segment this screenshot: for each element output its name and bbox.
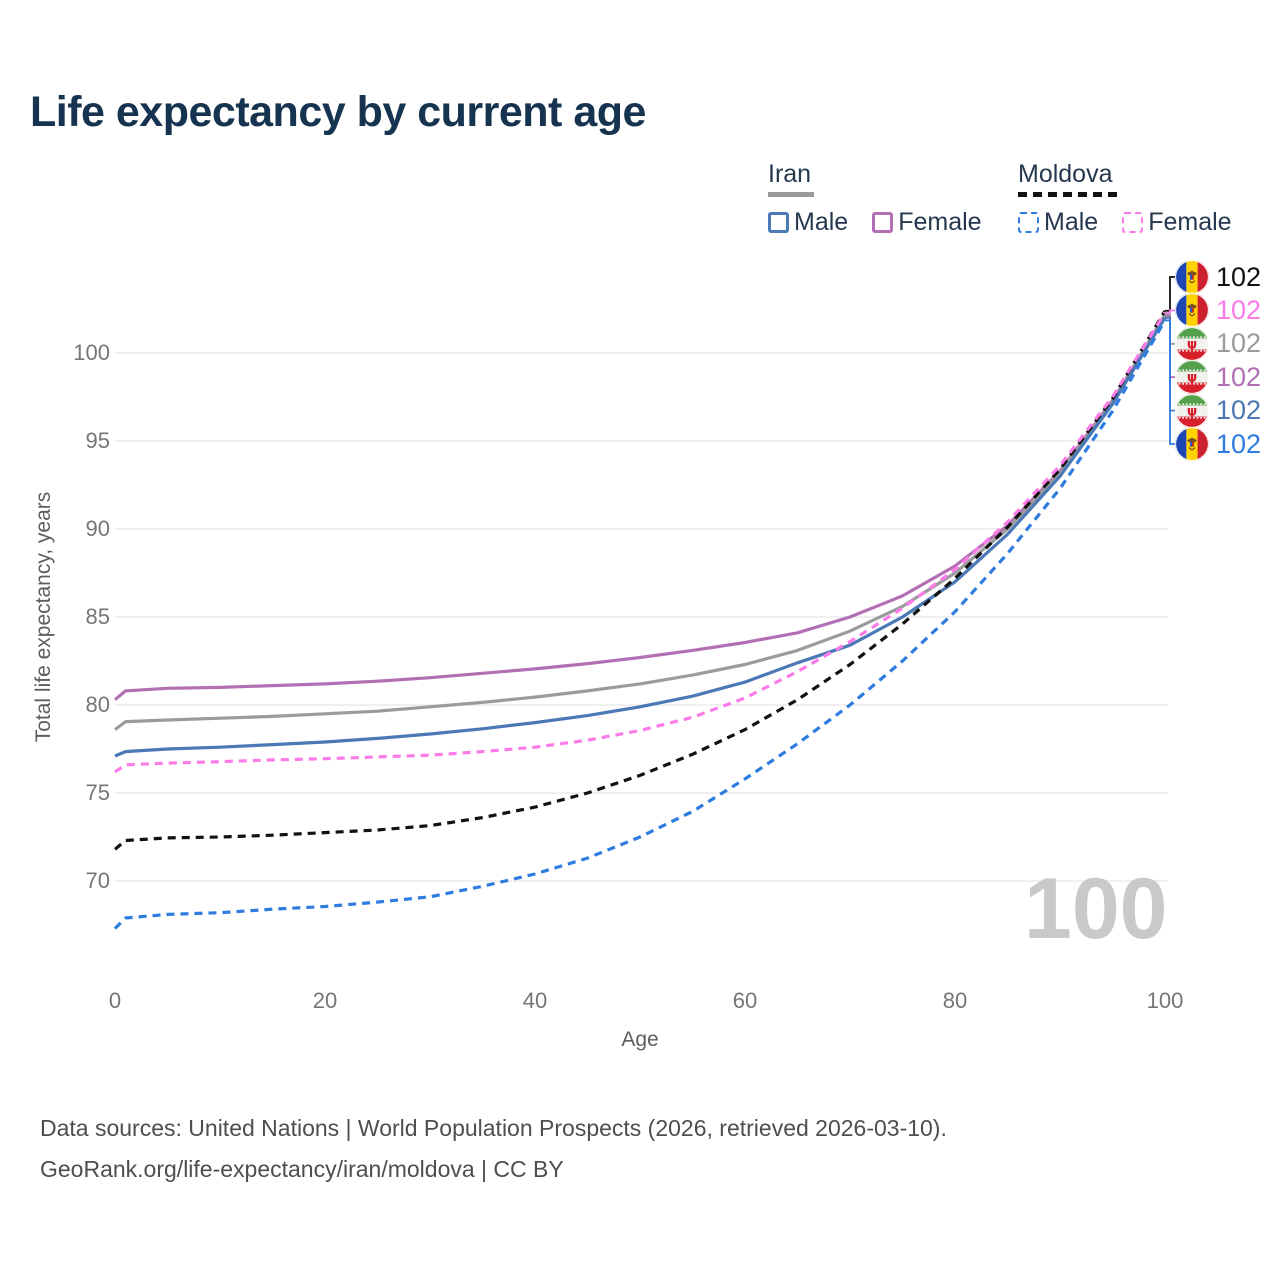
series-line-iran_female [113, 315, 1167, 701]
y-tick-label: 100 [73, 340, 110, 365]
moldova-flag-icon [1175, 293, 1209, 328]
iran-line-style-sample [768, 192, 814, 197]
end-value: 102 [1216, 261, 1262, 292]
end-label-iran_both: ψ 102 [1175, 326, 1262, 361]
moldova-flag-icon [1175, 260, 1209, 294]
end-label-moldova_male: 102 [1175, 427, 1261, 461]
y-tick-label: 85 [85, 604, 110, 629]
series-line-moldova_male [113, 319, 1167, 930]
end-value: 102 [1216, 294, 1262, 325]
series-line-iran_both [114, 313, 1167, 731]
svg-text:ψ: ψ [1187, 337, 1197, 352]
svg-text:ψ: ψ [1187, 404, 1197, 419]
end-value: 102 [1216, 328, 1262, 359]
iran-male-swatch-icon [768, 212, 789, 233]
age-counter-watermark: 100 [1024, 861, 1168, 957]
series-line-moldova_both [113, 309, 1167, 851]
x-tick-label: 20 [312, 988, 338, 1013]
legend-item-moldova-male[interactable]: Male [1018, 208, 1098, 237]
end-value: 102 [1216, 428, 1262, 459]
end-label-moldova_both: 102 [1175, 260, 1261, 294]
moldova-female-swatch-icon [1122, 212, 1144, 233]
y-tick-label: 75 [85, 780, 110, 805]
legend-country-moldova: Moldova [1018, 160, 1113, 188]
y-tick-label: 90 [85, 516, 110, 541]
y-tick-label: 95 [85, 428, 110, 453]
iran-female-swatch-icon [872, 212, 894, 233]
legend-item-iran-female[interactable]: Female [872, 208, 982, 237]
legend-label: Male [1044, 208, 1099, 236]
leader-line [1165, 309, 1176, 314]
legend-label: Female [898, 208, 982, 236]
iran-flag-icon: ψ [1175, 393, 1209, 428]
moldova-flag-icon [1175, 427, 1209, 461]
legend-label: Female [1148, 208, 1232, 236]
page-title: Life expectancy by current age [30, 88, 646, 136]
series-line-moldova_female [114, 311, 1167, 774]
series-line-iran_male [114, 316, 1167, 758]
footer-line-2: GeoRank.org/life-expectancy/iran/moldova… [40, 1156, 564, 1182]
x-tick-label: 100 [1146, 988, 1184, 1013]
y-tick-label: 70 [85, 868, 110, 893]
svg-text:ψ: ψ [1187, 371, 1197, 386]
end-label-iran_male: ψ 102 [1175, 393, 1262, 428]
x-tick-label: 80 [942, 988, 968, 1013]
end-value: 102 [1216, 395, 1262, 426]
legend-group-moldova: Moldova Male Female [1018, 161, 1251, 237]
legend-item-iran-male[interactable]: Male [768, 208, 848, 237]
iran-flag-icon: ψ [1175, 360, 1209, 395]
legend-label: Male [794, 208, 849, 236]
legend-group-iran: Iran Male Female [768, 161, 1001, 237]
end-value: 102 [1216, 361, 1262, 392]
end-label-iran_female: ψ 102 [1175, 360, 1262, 395]
x-tick-label: 60 [732, 988, 758, 1013]
y-tick-label: 80 [85, 692, 110, 717]
x-tick-label: 0 [108, 988, 122, 1013]
leader-line [1165, 319, 1176, 445]
moldova-male-swatch-icon [1018, 212, 1039, 233]
footer-attribution: Data sources: United Nations | World Pop… [40, 1108, 947, 1190]
x-tick-label: 40 [522, 988, 548, 1013]
moldova-line-style-sample [1018, 192, 1119, 197]
legend-item-moldova-female[interactable]: Female [1122, 208, 1232, 237]
end-label-moldova_female: 102 [1175, 293, 1262, 328]
legend-country-iran: Iran [768, 160, 812, 188]
footer-line-1: Data sources: United Nations | World Pop… [40, 1115, 947, 1141]
leader-line [1165, 276, 1176, 312]
x-axis-title: Age [621, 1028, 659, 1051]
iran-flag-icon: ψ [1175, 326, 1209, 361]
